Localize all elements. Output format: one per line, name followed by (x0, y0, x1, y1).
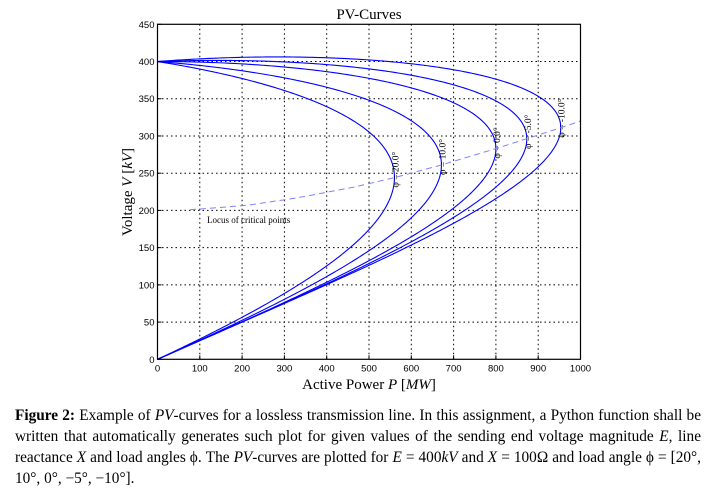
caption-text: -curves for a lossless transmission line… (15, 407, 701, 445)
caption-text: PV (233, 449, 253, 466)
caption-text: E (659, 428, 669, 445)
curve-label: φ = -5.0° (523, 114, 534, 149)
locus-annotation: Locus of critical points (207, 215, 291, 225)
pv-curve-0 (157, 60, 396, 360)
grid (157, 24, 581, 360)
curve-label: φ = 20.0° (390, 151, 401, 187)
y-tick-label: 350 (139, 94, 155, 105)
x-axis-label: Active Power P [MW] (302, 377, 436, 393)
y-tick-label: 300 (139, 131, 155, 142)
x-tick-label: 400 (319, 363, 335, 374)
locus-of-critical-points-line (190, 120, 581, 211)
caption-label: Figure 2: (15, 407, 76, 424)
y-tick-label: 250 (139, 169, 155, 180)
caption-text: = 100Ω and load angle ϕ = [20°, 10°, 0°,… (15, 449, 701, 487)
x-tick-label: 500 (361, 363, 377, 374)
caption-text: PV (154, 407, 174, 424)
curve-label: φ = 0.0° (492, 127, 503, 158)
curve-label: φ = 10.0° (437, 139, 448, 175)
x-tick-label: 1000 (570, 363, 591, 374)
y-tick-label: 400 (139, 57, 155, 68)
series-group: φ = 20.0° φ = 10.0° φ = 0.0° φ = -5.0° φ = -… (157, 56, 581, 360)
x-tick-label: 900 (530, 363, 546, 374)
y-axis-label: Voltage V [kV] (120, 148, 136, 236)
x-tick-label: 200 (234, 363, 250, 374)
pv-curve-4 (157, 56, 562, 360)
pv-curve-3 (157, 59, 528, 360)
y-tick-label: 200 (139, 206, 155, 217)
caption-text: Example of (75, 407, 155, 424)
x-tick-label: 300 (276, 363, 292, 374)
caption-text: , line reactance (15, 428, 701, 466)
curve-label: φ = -10.0° (557, 98, 568, 137)
x-tick-label: 600 (403, 363, 419, 374)
caption-text: and (457, 449, 488, 466)
y-tick-label: 0 (149, 355, 154, 366)
caption-text: kV (441, 449, 458, 466)
y-tick-label: 50 (144, 318, 155, 329)
x-tick-label: 0 (155, 363, 160, 374)
chart-title: PV-Curves (336, 7, 401, 23)
caption-text: X (487, 449, 498, 466)
caption-text: -curves are plotted for (252, 449, 393, 466)
caption-text: = 400 (401, 449, 442, 466)
y-tick-label: 100 (139, 280, 155, 291)
x-tick-label: 800 (488, 363, 504, 374)
plot-frame (156, 23, 582, 360)
axes: 0 100 200 300 400 500 600 700 800 900 1000 0 50 100 15… (139, 20, 591, 374)
y-tick-label: 150 (139, 243, 155, 254)
caption-text: E (392, 449, 402, 466)
caption-text: and load angles ϕ. The (86, 449, 234, 466)
pv-curves-chart: PV-Curves φ = 20.0° φ = 10.0° φ = 0.0° φ = … (120, 7, 591, 393)
figure-caption: Figure 2: Example of PV-curves for a los… (15, 405, 701, 489)
x-tick-label: 100 (192, 363, 208, 374)
x-tick-label: 700 (446, 363, 462, 374)
caption-text: X (76, 449, 87, 466)
y-tick-label: 450 (139, 20, 155, 31)
